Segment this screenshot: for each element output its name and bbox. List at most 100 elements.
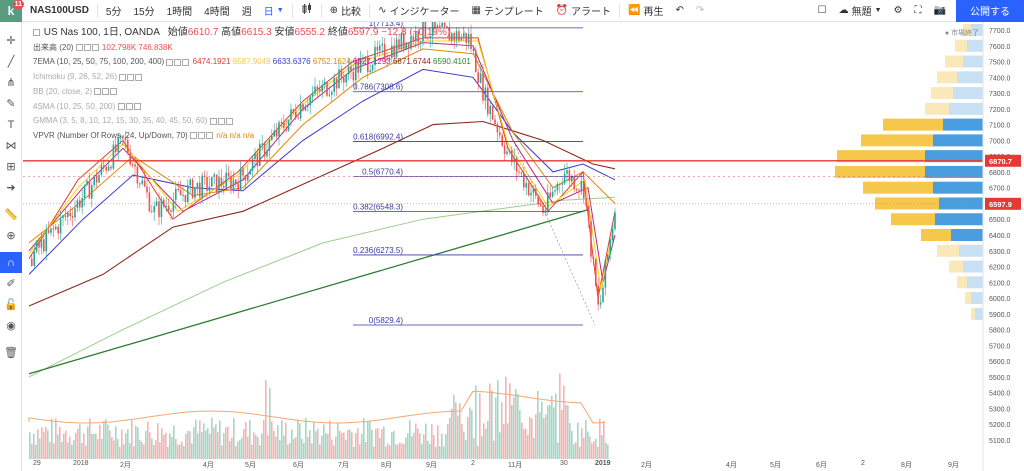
lock-tool[interactable]: 🔓	[0, 294, 22, 315]
volume-bar	[63, 433, 65, 459]
replay-button[interactable]: ⏪ 再生	[622, 0, 669, 22]
pattern-tool[interactable]: ⋈	[0, 135, 22, 156]
indicators-button[interactable]: ∿ インジケーター	[372, 0, 465, 22]
collapse-icon[interactable]	[33, 28, 40, 36]
settings-button[interactable]: ⚙	[888, 0, 909, 22]
settings-icon[interactable]	[127, 73, 135, 81]
interval-4h[interactable]: 4時間	[204, 7, 230, 18]
eye-toggle-icon[interactable]	[209, 117, 217, 125]
close-icon[interactable]	[182, 58, 190, 66]
volume-bar	[421, 443, 423, 459]
volume-bar	[345, 439, 347, 459]
volume-bar	[603, 420, 605, 459]
close-icon[interactable]	[110, 88, 118, 96]
settings-icon[interactable]	[174, 58, 182, 66]
settings-icon[interactable]	[102, 88, 110, 96]
arrow-tool[interactable]: ➜	[0, 177, 22, 198]
fullscreen-layout-button[interactable]: ☐	[812, 0, 833, 22]
close-icon[interactable]	[205, 132, 213, 140]
settings-icon[interactable]	[125, 102, 133, 110]
price-chart[interactable]: 1(7713.4) 0.786(7308.6) 0.618(6992.4) 0.5(6…	[23, 22, 1024, 471]
volume-bar	[387, 443, 389, 459]
volume-bar	[435, 446, 437, 459]
redo-button[interactable]: ↷	[690, 0, 710, 22]
compare-button[interactable]: ⊕ 比較	[324, 0, 367, 22]
volume-bar	[349, 429, 351, 459]
time-tick: 4月	[203, 462, 214, 469]
settings-icon[interactable]	[83, 44, 91, 52]
time-tick: 6月	[816, 462, 827, 469]
undo-button[interactable]: ↶	[670, 0, 690, 22]
delete-tool[interactable]: 🗑	[0, 342, 22, 363]
fullscreen-button[interactable]: ⛶	[909, 0, 928, 22]
chart-pane[interactable]: 1(7713.4) 0.786(7308.6) 0.618(6992.4) 0.5(6…	[23, 22, 1024, 471]
close-icon[interactable]	[91, 44, 99, 52]
candle-body	[491, 105, 494, 120]
volume-bar	[319, 444, 321, 459]
eye-toggle-icon[interactable]	[189, 132, 197, 140]
interval-15m[interactable]: 15分	[133, 7, 155, 18]
ichimoku-name[interactable]: Ichimoku (9, 26, 52, 26)	[33, 72, 118, 82]
gmma-name[interactable]: GMMA (3, 5, 8, 10, 12, 15, 30, 35, 40, 4…	[33, 116, 208, 126]
settings-icon[interactable]	[217, 117, 225, 125]
vpvr-up-bar	[953, 87, 983, 100]
candle-body	[314, 86, 316, 94]
visibility-tool[interactable]: ◉	[0, 315, 22, 336]
candle-body	[105, 167, 107, 171]
account-avatar[interactable]: k 11	[0, 0, 24, 22]
templates-button[interactable]: ▦ テンプレート	[465, 0, 549, 22]
lock-drawing-tool[interactable]: ✐	[0, 273, 22, 294]
time-axis[interactable]: 29 2018 2月 4月 5月 6月 7月 8月 9月 2 11月 30 20…	[23, 459, 983, 471]
interval-week[interactable]: 週	[241, 7, 252, 18]
candle-body	[316, 86, 319, 90]
candle-body	[91, 185, 93, 199]
volume-bar	[355, 433, 357, 459]
eye-toggle-icon[interactable]	[117, 102, 125, 110]
prediction-tool[interactable]: ⊞	[0, 156, 22, 177]
volume-bar	[491, 390, 493, 459]
interval-day-dropdown[interactable]: 日 ▼	[258, 0, 290, 22]
volume-bar	[289, 442, 291, 459]
volume-bar	[45, 426, 47, 459]
candle-body	[295, 111, 297, 118]
screenshot-button[interactable]: 📷	[928, 0, 952, 22]
ema-name[interactable]: 7EMA (10, 25, 50, 75, 100, 200, 400)	[33, 57, 165, 67]
volume-bar	[583, 437, 585, 459]
close-icon[interactable]	[225, 117, 233, 125]
trendline-tool[interactable]: ╱	[0, 51, 22, 72]
candle-style-button[interactable]	[295, 0, 319, 22]
volume-bar	[527, 435, 529, 459]
volume-bar	[323, 424, 325, 459]
eye-toggle-icon[interactable]	[75, 44, 83, 52]
candle-body	[86, 180, 88, 185]
volume-name[interactable]: 出来高 (20)	[33, 42, 74, 52]
eye-toggle-icon[interactable]	[166, 58, 174, 66]
interval-5m[interactable]: 5分	[105, 7, 122, 18]
alerts-button[interactable]: ⏰ アラート	[550, 0, 617, 22]
settings-icon[interactable]	[197, 132, 205, 140]
candle-body	[93, 175, 95, 186]
gann-fib-tool[interactable]: ⋔	[0, 72, 22, 93]
zoom-tool[interactable]: ⊕	[0, 225, 22, 246]
eye-toggle-icon[interactable]	[119, 73, 127, 81]
ruler-tool[interactable]: 📏	[0, 204, 22, 225]
symbol-search[interactable]: NAS100USD	[30, 5, 89, 16]
vpvr-name[interactable]: VPVR (Number Of Rows, 24, Up/Down, 70)	[33, 130, 188, 140]
close-icon[interactable]	[135, 73, 143, 81]
brush-tool[interactable]: ✎	[0, 93, 22, 114]
close-icon[interactable]	[133, 102, 141, 110]
volume-bar	[115, 426, 117, 459]
candle-body	[398, 39, 400, 50]
vpvr-up-bar	[949, 102, 983, 115]
candle-body	[535, 188, 537, 196]
eye-toggle-icon[interactable]	[94, 88, 102, 96]
bb-name[interactable]: BB (20, close, 2)	[33, 86, 93, 96]
magnet-tool[interactable]: ∩	[0, 252, 22, 273]
interval-1h[interactable]: 1時間	[166, 7, 193, 18]
volume-bar	[517, 393, 519, 459]
layout-name-button[interactable]: ☁ 無題 ▼	[833, 0, 888, 22]
text-tool[interactable]: T	[0, 114, 22, 135]
crosshair-tool[interactable]: ✛	[0, 30, 22, 51]
sma-name[interactable]: 4SMA (10, 25, 50, 200)	[33, 101, 116, 111]
publish-button[interactable]: 公開する	[956, 0, 1024, 22]
